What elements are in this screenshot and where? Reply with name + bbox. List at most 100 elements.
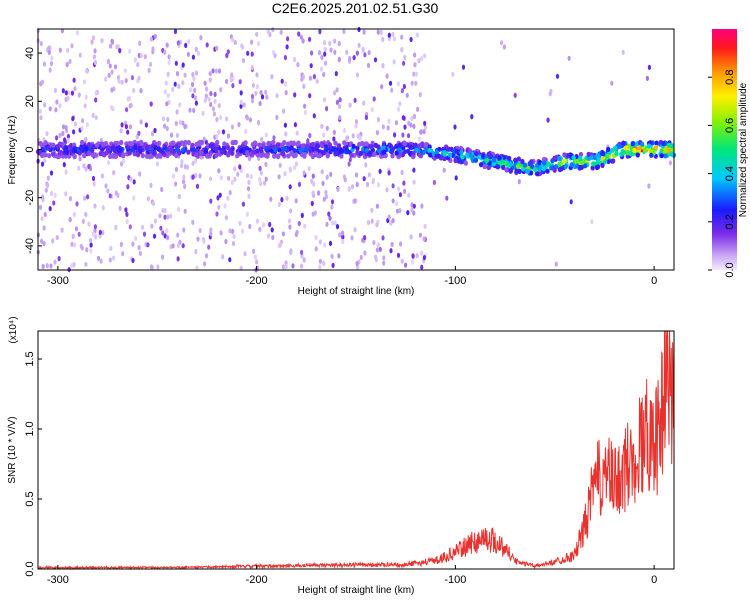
spectrogram-ridge-cell: [552, 155, 557, 161]
spectrogram-cell: [47, 49, 51, 56]
spectrogram-cell: [258, 100, 262, 107]
spectrogram-cell: [66, 95, 70, 101]
spectrogram-cell: [89, 242, 93, 248]
spectrogram-cell: [554, 261, 558, 267]
spectrogram-cell: [214, 68, 218, 74]
spectrogram-cell: [71, 233, 75, 240]
spectrogram-ridge-cell: [243, 140, 248, 146]
spectrogram-ridge-cell: [138, 145, 143, 151]
spectrogram-cell: [41, 194, 45, 200]
spectrogram-ridge-cell: [359, 150, 364, 156]
x-tick-label: -200: [246, 275, 268, 287]
spectrogram-cell: [126, 129, 130, 135]
spectrogram-cell: [286, 36, 290, 42]
spectrogram-cell: [422, 255, 426, 261]
spectrogram-cell: [164, 80, 168, 86]
spectrogram-ridge-cell: [552, 167, 557, 173]
spectrogram-ridge-cell: [515, 163, 521, 170]
spectrogram-cell: [314, 246, 318, 252]
spectrogram-cell: [81, 118, 85, 124]
spectrogram-cell: [314, 234, 318, 241]
spectrogram-cell: [381, 235, 385, 241]
spectrogram-cell: [423, 53, 427, 59]
spectrogram-cell: [322, 132, 326, 138]
spectrogram-ridge-cell: [563, 164, 568, 170]
spectrogram-cell: [293, 122, 297, 128]
spectrogram-cell: [401, 115, 405, 121]
spectrogram-cell: [89, 248, 93, 254]
spectrogram-cell: [264, 132, 268, 138]
spectrogram-cell: [194, 46, 198, 53]
spectrogram-cell: [366, 220, 370, 226]
spectrogram-ridge-cell: [310, 142, 315, 148]
spectrogram-cell: [215, 133, 219, 140]
spectrogram-cell: [58, 132, 62, 138]
spectrogram-cell: [350, 184, 355, 190]
spectrogram-cell: [68, 217, 72, 223]
spectrogram-cell: [131, 241, 135, 247]
spectrogram-cell: [40, 216, 44, 222]
spectrogram-cell: [132, 87, 136, 94]
spectrogram-cell: [183, 124, 187, 130]
spectrogram-cell: [293, 165, 297, 171]
spectrogram-cell: [209, 101, 213, 108]
spectrogram-cell: [226, 133, 230, 139]
spectrogram-cell: [174, 181, 178, 187]
spectrogram-cell: [288, 166, 292, 172]
spectrogram-cell: [322, 260, 326, 266]
spectrogram-cell: [85, 122, 89, 128]
spectrogram-cell: [331, 220, 335, 226]
spectrogram-cell: [401, 132, 405, 138]
spectrogram-cell: [112, 170, 116, 176]
spectrogram-ridge-cell: [508, 168, 513, 174]
spectrogram-cell: [347, 161, 351, 167]
spectrogram-ridge-cell: [590, 165, 595, 171]
spectrogram-cell: [100, 38, 104, 44]
spectrogram-cell: [621, 49, 625, 56]
spectrogram-ridge-cell: [529, 163, 535, 169]
spectrogram-cell: [70, 43, 74, 49]
spectrogram-cell: [43, 158, 47, 164]
spectrogram-cell: [137, 130, 141, 136]
spectrogram-ridge-cell: [389, 149, 394, 155]
spectrogram-cell: [366, 62, 371, 68]
spectrogram-cell: [45, 263, 49, 269]
spectrogram-cell: [412, 167, 416, 173]
spectrogram-cell: [79, 243, 83, 249]
spectrogram-cell: [353, 198, 357, 204]
spectrogram-cell: [310, 200, 314, 207]
spectrogram-cell: [138, 40, 142, 47]
spectrogram-ridge-cell: [428, 152, 433, 158]
spectrogram-cell: [323, 46, 327, 53]
spectrogram-cell: [375, 203, 379, 209]
spectrogram-ridge-cell: [302, 153, 307, 159]
spectrogram-cell: [453, 124, 457, 130]
spectrogram-ridge-cell: [355, 149, 360, 155]
spectrogram-ridge-cell: [541, 166, 546, 172]
spectrogram-cell: [137, 75, 141, 81]
spectrogram-cell: [96, 255, 101, 261]
spectrogram-cell: [281, 231, 285, 237]
spectrogram-cell: [241, 57, 245, 64]
spectrogram-ridge-cell: [198, 150, 204, 156]
spectrogram-ridge-cell: [91, 143, 96, 150]
spectrogram-cell: [61, 88, 65, 94]
spectrogram-cell: [113, 64, 118, 70]
y-tick-label: 20: [24, 95, 36, 107]
spectrogram-cell: [375, 247, 379, 253]
snr-series-line: [37, 330, 675, 571]
spectrogram-cell: [423, 223, 427, 229]
x-tick-label: -100: [444, 275, 466, 287]
spectrogram-ridge-cell: [46, 145, 51, 151]
spectrogram-cell: [174, 120, 178, 127]
spectrogram-cell: [419, 129, 423, 135]
spectrogram-cell: [115, 44, 119, 50]
spectrogram-ridge-cell: [529, 159, 534, 165]
spectrogram-ridge-cell: [453, 158, 458, 164]
spectrogram-cell: [202, 238, 206, 244]
spectrogram-cell: [372, 96, 376, 102]
spectrogram-cell: [391, 198, 395, 204]
spectrogram-cell: [412, 71, 416, 77]
colorbar-tick-label: 0.2: [724, 214, 736, 229]
spectrogram-cell: [72, 77, 76, 83]
